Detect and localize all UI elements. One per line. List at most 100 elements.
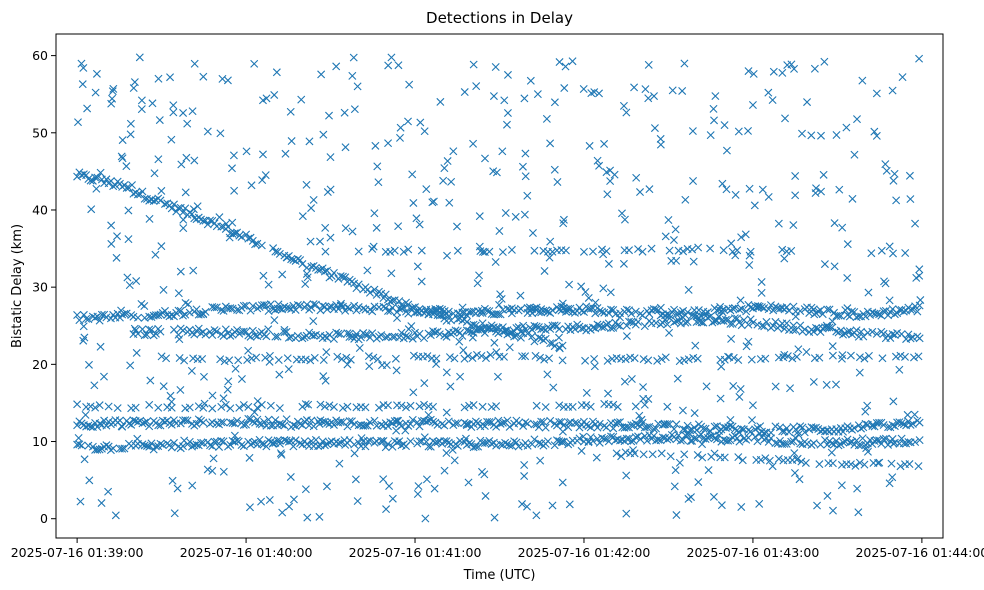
track-point	[648, 450, 657, 459]
scatter-point	[384, 61, 393, 70]
scatter-point	[157, 186, 166, 195]
track-point	[160, 418, 169, 427]
track-point	[744, 433, 753, 442]
track-point	[266, 401, 275, 410]
scatter-point	[107, 239, 116, 248]
track-point	[823, 440, 832, 449]
scatter-point	[641, 85, 650, 94]
scatter-point	[257, 497, 266, 506]
track-point	[269, 244, 278, 253]
track-point	[226, 404, 235, 413]
track-point	[644, 356, 653, 365]
track-point	[679, 306, 688, 315]
track-point	[212, 419, 221, 428]
track-point	[140, 331, 149, 340]
track-point	[388, 296, 397, 305]
track-point	[531, 351, 540, 360]
scatter-point	[500, 96, 509, 105]
track-point	[690, 311, 699, 320]
scatter-point	[154, 74, 163, 83]
track-point	[693, 354, 702, 363]
track-point	[604, 309, 613, 318]
track-point	[160, 199, 169, 208]
scatter-point	[190, 156, 199, 165]
scatter-point	[321, 376, 330, 385]
scatter-point	[650, 124, 659, 133]
track-point	[761, 354, 770, 363]
track-point	[197, 215, 206, 224]
track-point	[701, 435, 710, 443]
scatter-point	[710, 116, 719, 125]
scatter-point	[584, 437, 593, 446]
scatter-point	[664, 216, 673, 224]
track-point	[219, 331, 228, 340]
track-point	[217, 402, 226, 411]
track-point	[93, 312, 102, 321]
track-point	[593, 434, 602, 443]
track-point	[748, 318, 757, 327]
track-point	[545, 354, 554, 363]
scatter-point	[387, 53, 396, 62]
scatter-point	[803, 98, 812, 107]
track-point	[730, 425, 739, 434]
scatter-point	[317, 70, 326, 79]
scatter-point	[518, 500, 527, 509]
track-point	[215, 442, 224, 451]
scatter-point	[353, 497, 362, 506]
scatter-point	[351, 332, 360, 341]
track-point	[306, 356, 315, 365]
track-point	[523, 419, 532, 428]
track-point	[217, 306, 226, 315]
track-point	[334, 329, 343, 338]
track-point	[634, 317, 643, 326]
track-point	[735, 437, 744, 446]
scatter-point	[635, 411, 644, 420]
track-point	[210, 303, 219, 312]
scatter-point	[553, 177, 562, 186]
scatter-point	[85, 476, 94, 485]
scatter-point	[606, 177, 615, 186]
track-point	[381, 443, 390, 452]
scatter-point	[193, 202, 202, 211]
track-point	[160, 306, 169, 315]
scatter-point	[270, 90, 279, 99]
track-point	[429, 417, 438, 426]
scatter-point	[681, 195, 690, 204]
track-point	[373, 355, 382, 364]
track-point	[423, 352, 432, 361]
scatter-point	[735, 392, 744, 401]
track-point	[688, 311, 697, 320]
scatter-point	[335, 459, 344, 468]
scatter-point	[916, 296, 925, 305]
scatter-point	[630, 83, 639, 92]
scatter-point	[480, 154, 489, 163]
scatter-point	[462, 419, 471, 428]
track-point	[672, 420, 681, 429]
scatter-point	[870, 127, 879, 136]
track-point	[906, 334, 915, 343]
scatter-point	[600, 139, 609, 148]
scatter-point	[417, 277, 426, 286]
scatter-point	[620, 215, 629, 224]
scatter-point	[828, 342, 837, 351]
scatter-point	[629, 446, 638, 455]
track-point	[555, 401, 564, 410]
scatter-point	[491, 63, 500, 71]
scatter-point	[189, 205, 198, 214]
scatter-point	[790, 64, 799, 73]
scatter-point	[275, 370, 284, 379]
scatter-point	[469, 139, 478, 148]
y-tick-label: 40	[32, 202, 48, 217]
track-point	[447, 316, 456, 325]
scatter-point	[287, 423, 296, 431]
track-point	[233, 416, 242, 425]
track-point	[252, 353, 261, 362]
track-point	[406, 304, 415, 313]
scatter-point	[842, 123, 851, 132]
scatter-point	[888, 473, 897, 482]
track-point	[762, 317, 771, 326]
track-point	[221, 400, 230, 409]
track-point	[133, 190, 142, 199]
track-point	[879, 421, 888, 430]
track-point	[309, 300, 318, 309]
